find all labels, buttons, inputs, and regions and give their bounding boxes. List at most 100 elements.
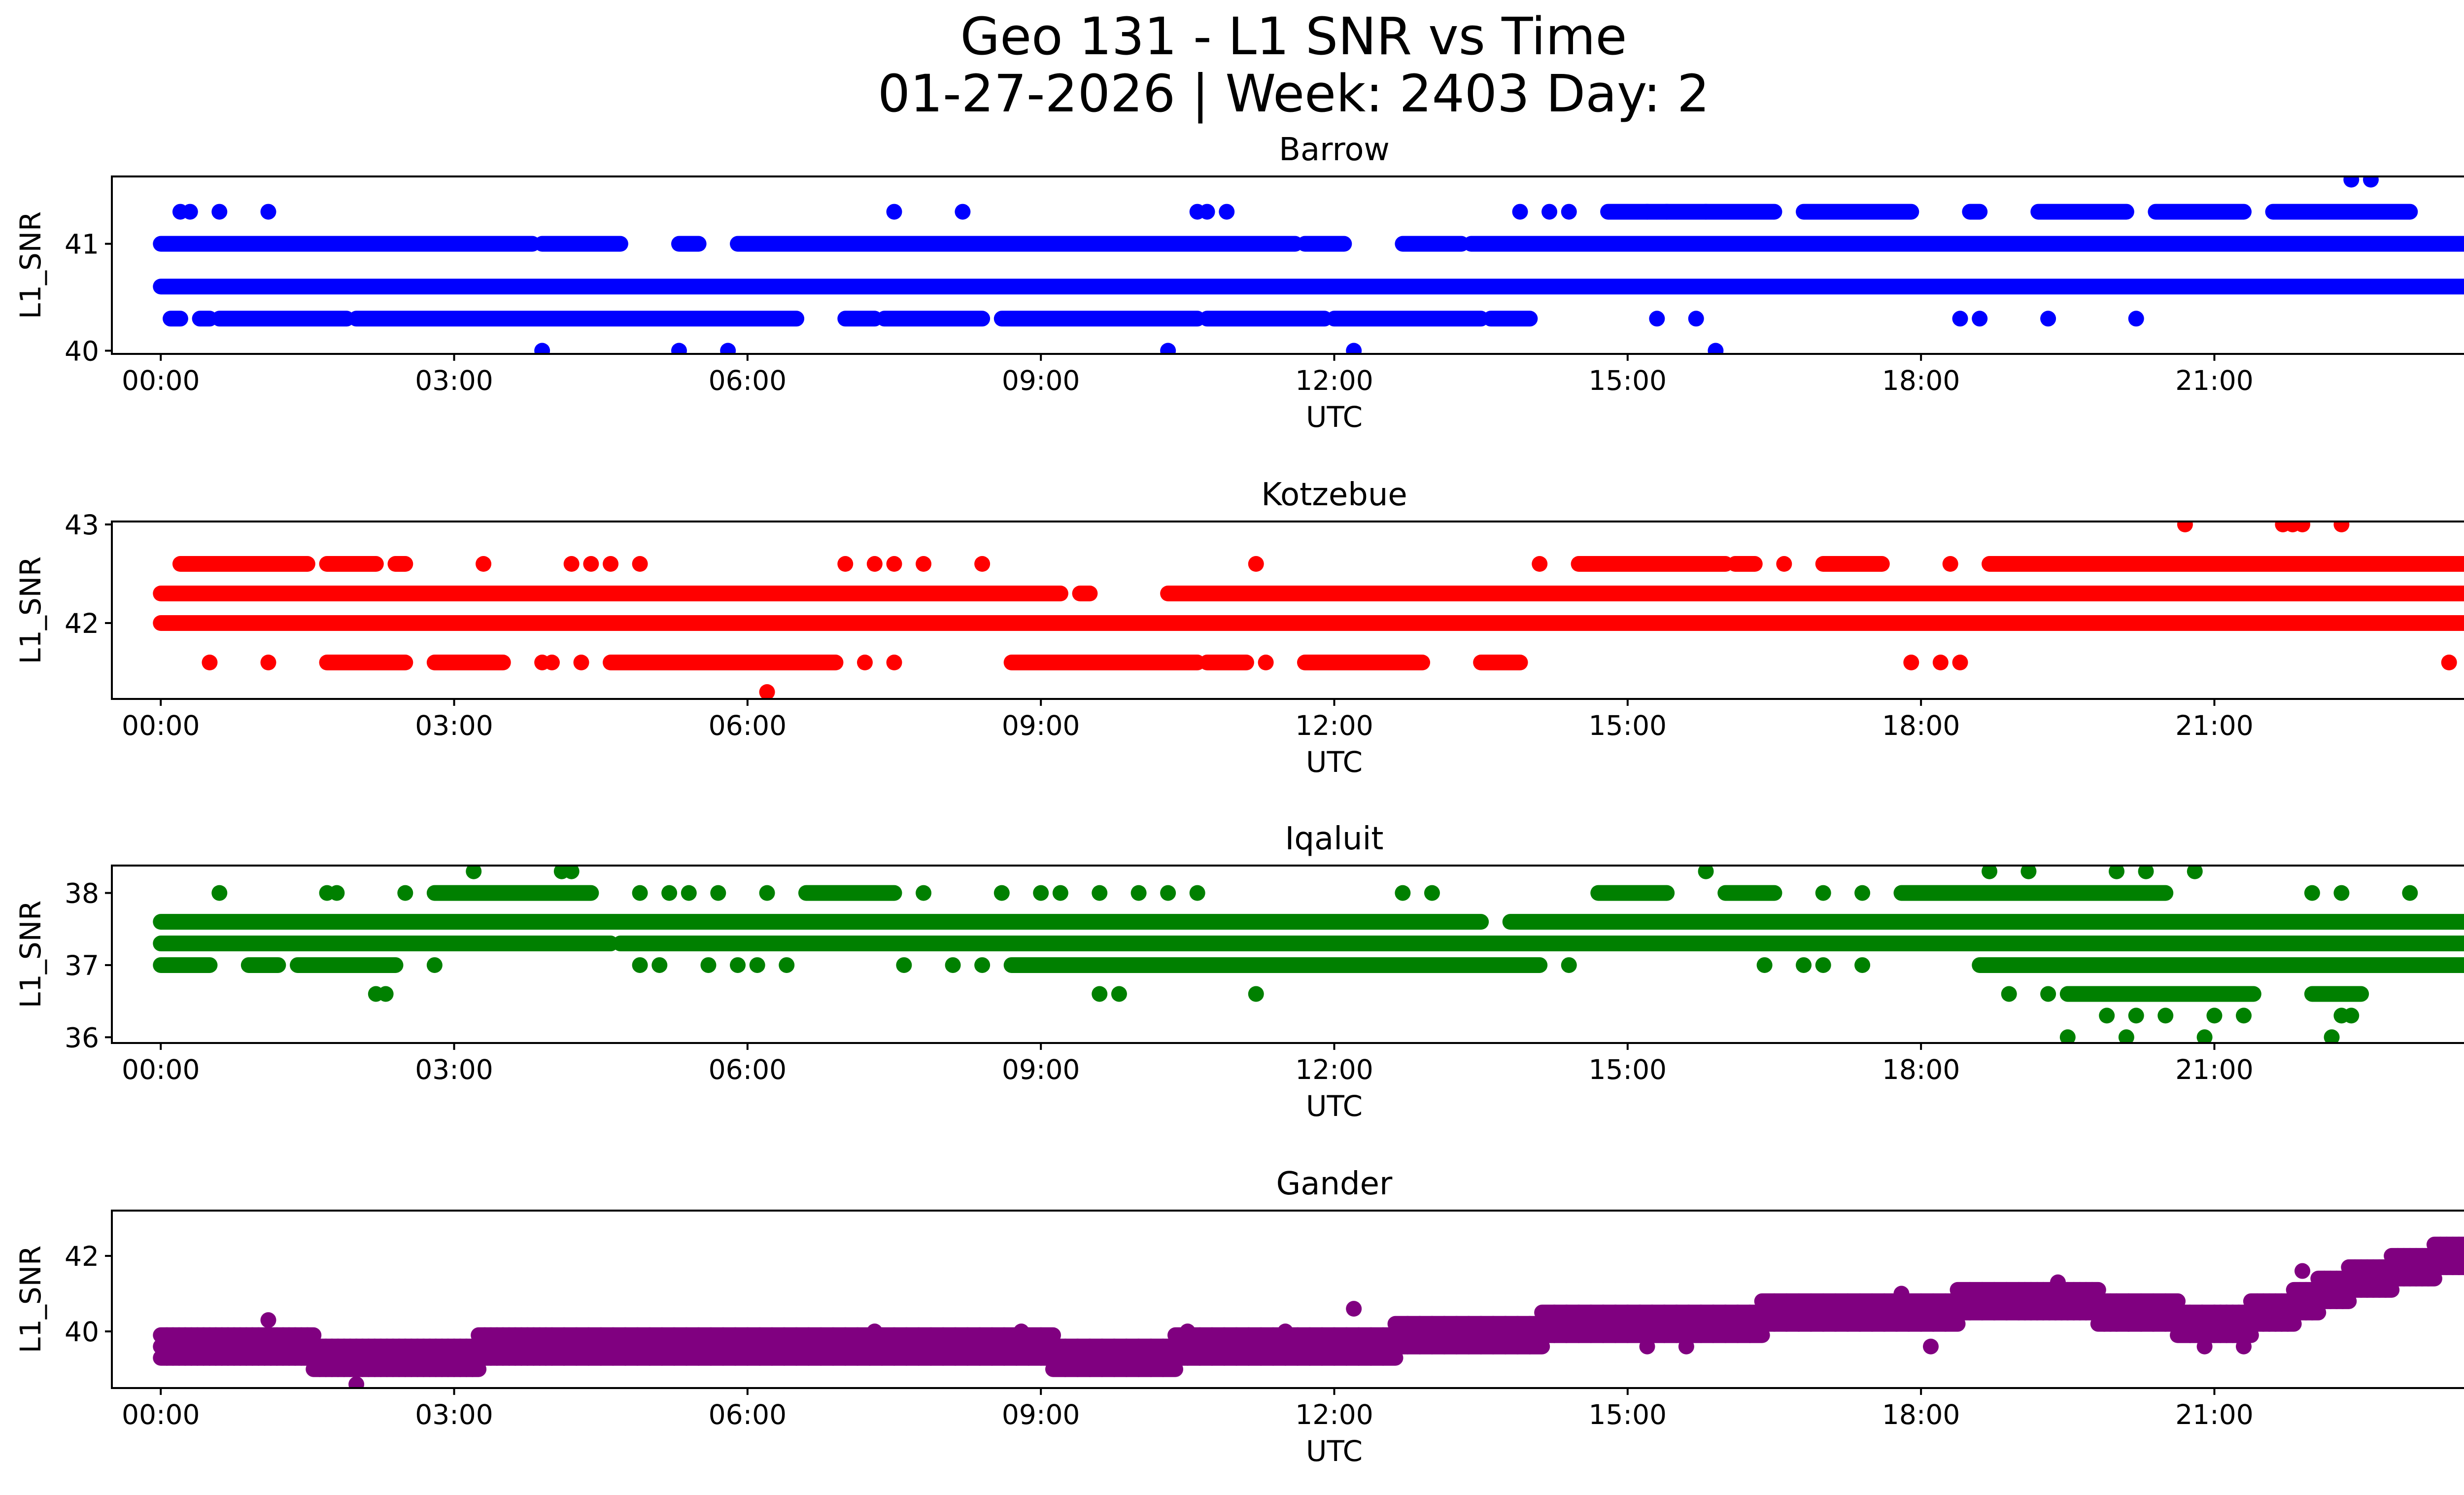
kotzebue-x-tick-label: 21:00 [2175, 710, 2254, 741]
barrow-data-point [1659, 204, 1675, 220]
gander-data-point [2196, 1338, 2213, 1355]
iqaluit-data-point [945, 957, 961, 973]
kotzebue-data-point [1942, 556, 1958, 572]
kotzebue-data-point [583, 556, 599, 572]
iqaluit-data-point [2138, 866, 2154, 879]
barrow-y-axis-label: L1_SNR [14, 211, 47, 319]
kotzebue-data-point [1776, 556, 1792, 572]
iqaluit-y-tick-label: 37 [65, 950, 99, 981]
iqaluit-data-point [1424, 885, 1440, 901]
gander-data-point [1346, 1301, 1362, 1317]
gander-data-point [1678, 1338, 1694, 1355]
iqaluit-data-point [426, 957, 443, 973]
kotzebue-data-point [759, 684, 775, 699]
gander-data-point [260, 1312, 276, 1328]
iqaluit-data-point [1189, 885, 1205, 901]
kotzebue-data-point [563, 556, 580, 572]
iqaluit-data-point [661, 885, 678, 901]
barrow-x-axis-label: UTC [1306, 400, 1363, 434]
subplot-panels: Barrow 00:00 03:00 06:00 09:00 12:00 15:00 18:0… [14, 132, 2464, 1468]
iqaluit-y-tick-label: 36 [65, 1022, 99, 1053]
iqaluit-data-point [2109, 866, 2125, 879]
kotzebue-data-point [837, 556, 854, 572]
kotzebue-data-point [2294, 522, 2311, 532]
iqaluit-x-tick-label: 15:00 [1589, 1054, 1667, 1085]
gander-x-tick-label: 00:00 [122, 1399, 200, 1430]
barrow-data-point [1346, 343, 1362, 354]
subplot-iqaluit: Iqaluit 00:00 03:00 06:00 09:00 12:00 15:00 18:… [14, 821, 2464, 1123]
gander-data-point [1179, 1323, 1196, 1340]
kotzebue-data-point [856, 655, 873, 670]
gander-data-point [2294, 1263, 2311, 1279]
barrow-x-tick-label: 12:00 [1295, 365, 1373, 396]
barrow-data-point [1219, 204, 1235, 220]
iqaluit-data-point [749, 957, 765, 973]
kotzebue-x-tick-label: 12:00 [1295, 710, 1373, 741]
iqaluit-x-tick-label: 21:00 [2175, 1054, 2254, 1085]
gander-y-tick-label: 42 [65, 1241, 99, 1272]
kotzebue-data-point [1532, 556, 1548, 572]
gander-x-tick-label: 12:00 [1295, 1399, 1373, 1430]
kotzebue-y-tick-label: 42 [65, 608, 99, 639]
barrow-data-point [2040, 311, 2056, 327]
barrow-data-point [1649, 311, 1665, 327]
barrow-x-tick-label: 03:00 [415, 365, 493, 396]
iqaluit-data-point [1033, 885, 1049, 901]
gander-y-axis-label: L1_SNR [14, 1246, 47, 1354]
barrow-data-point [534, 343, 550, 354]
kotzebue-data-point [2441, 655, 2457, 670]
barrow-data-point [1561, 204, 1577, 220]
gander-x-axis-label: UTC [1306, 1434, 1363, 1468]
iqaluit-data-point [1854, 957, 1871, 973]
kotzebue-x-tick-label: 06:00 [709, 710, 787, 741]
gander-x-tick-label: 21:00 [2175, 1399, 2254, 1430]
kotzebue-data-point [476, 556, 492, 572]
barrow-x-tick-label: 06:00 [709, 365, 787, 396]
iqaluit-data-point [710, 885, 726, 901]
barrow-data-point [2343, 176, 2360, 188]
iqaluit-data-point [896, 957, 912, 973]
kotzebue-data-point [1932, 655, 1949, 670]
iqaluit-data-point [563, 866, 580, 879]
barrow-x-tick-label: 18:00 [1882, 365, 1960, 396]
iqaluit-data-point [2304, 885, 2320, 901]
barrow-x-tick-label: 21:00 [2175, 365, 2254, 396]
kotzebue-data-point [916, 556, 932, 572]
gander-x-tick-label: 06:00 [709, 1399, 787, 1430]
barrow-data-point [671, 343, 687, 354]
barrow-title: Barrow [1279, 132, 1390, 168]
kotzebue-x-tick-label: 09:00 [1002, 710, 1080, 741]
barrow-data-point [720, 343, 736, 354]
kotzebue-data-point [1258, 655, 1274, 670]
kotzebue-data-point [974, 556, 991, 572]
iqaluit-x-tick-label: 03:00 [415, 1054, 493, 1085]
iqaluit-data-point [2402, 885, 2418, 901]
gander-data-point [2050, 1274, 2066, 1290]
gander-x-tick-label: 03:00 [415, 1399, 493, 1430]
iqaluit-data-point [1815, 885, 1831, 901]
kotzebue-x-tick-label: 15:00 [1589, 710, 1667, 741]
kotzebue-data-point [886, 655, 902, 670]
kotzebue-data-point [1952, 655, 1968, 670]
iqaluit-data-point [2333, 885, 2350, 901]
barrow-y-tick-label: 41 [65, 229, 99, 260]
barrow-data-point [1972, 311, 1988, 327]
kotzebue-data-point [544, 655, 560, 670]
figure-title-line-2: 01-27-2026 | Week: 2403 Day: 2 [878, 64, 1710, 124]
barrow-x-tick-label: 15:00 [1589, 365, 1667, 396]
barrow-data-point [886, 204, 902, 220]
iqaluit-data-point [779, 957, 795, 973]
subplot-kotzebue: Kotzebue 00:00 03:00 06:00 09:00 12:00 15:00 18… [14, 477, 2464, 779]
gander-x-tick-label: 15:00 [1589, 1399, 1667, 1430]
iqaluit-data-point [1395, 885, 1411, 901]
iqaluit-data-point [1815, 957, 1831, 973]
kotzebue-x-tick-label: 03:00 [415, 710, 493, 741]
iqaluit-x-tick-label: 06:00 [709, 1054, 787, 1085]
iqaluit-data-point [1248, 986, 1264, 1002]
barrow-data-point [955, 204, 971, 220]
kotzebue-data-point [632, 556, 648, 572]
iqaluit-x-tick-label: 12:00 [1295, 1054, 1373, 1085]
iqaluit-title: Iqaluit [1285, 821, 1384, 857]
iqaluit-data-point [1052, 885, 1068, 901]
